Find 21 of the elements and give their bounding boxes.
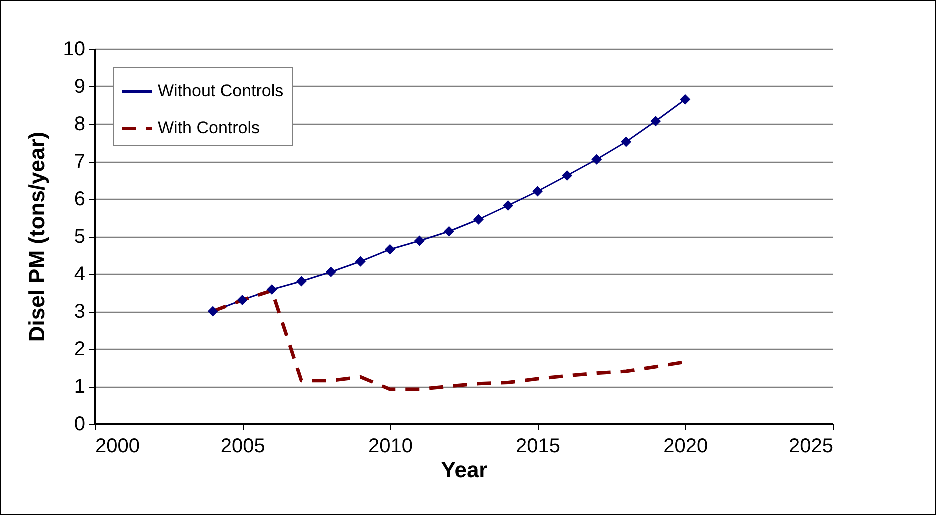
y-tick-label: 10 (63, 38, 86, 60)
x-tick-label: 2020 (664, 436, 708, 458)
x-tick-label: 2025 (789, 436, 834, 458)
y-tick-label: 3 (74, 301, 86, 323)
y-tick-label: 5 (74, 226, 86, 248)
y-tick-label: 6 (74, 188, 86, 210)
legend-label: Without Controls (158, 82, 284, 100)
y-tick-label: 1 (74, 376, 86, 398)
y-tick-label: 7 (74, 151, 86, 173)
x-axis-title: Year (441, 458, 488, 482)
x-tick-label: 2015 (516, 436, 561, 458)
y-tick-label: 0 (74, 414, 86, 436)
legend-label: With Controls (158, 118, 260, 138)
x-tick-label: 2010 (368, 436, 413, 458)
x-tick-label: 2005 (220, 436, 266, 458)
y-tick-label: 9 (74, 76, 86, 98)
x-tick-label: 2000 (96, 436, 140, 458)
y-tick-label: 8 (74, 114, 86, 136)
y-axis-title: Disel PM (tons/year) (24, 132, 50, 342)
y-tick-label: 2 (74, 338, 86, 360)
y-tick-label: 4 (74, 264, 86, 286)
